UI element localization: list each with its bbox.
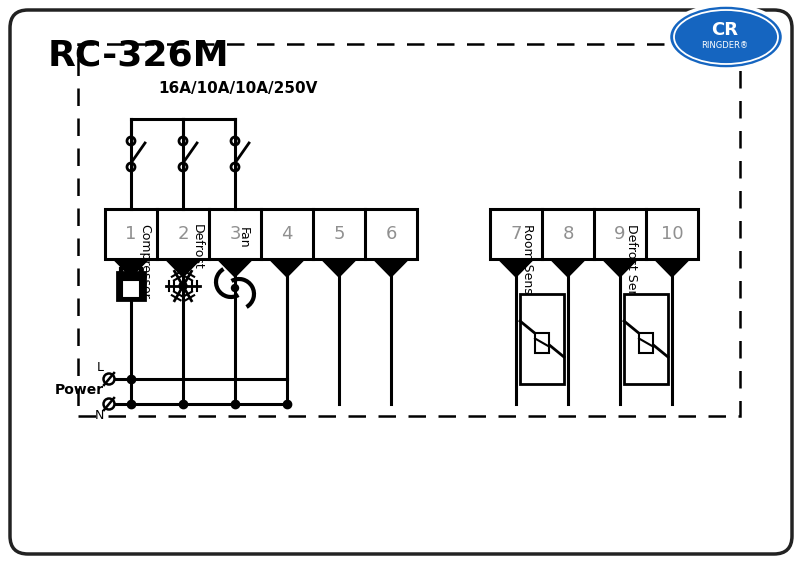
Bar xyxy=(122,280,140,298)
Polygon shape xyxy=(113,259,148,277)
Text: RC-326M: RC-326M xyxy=(48,39,229,73)
Bar xyxy=(624,294,668,384)
Text: Fan: Fan xyxy=(237,227,249,249)
Text: RINGDER®: RINGDER® xyxy=(702,41,748,50)
Bar xyxy=(520,294,564,384)
Text: 2: 2 xyxy=(177,225,188,243)
Text: Compressor: Compressor xyxy=(139,224,152,299)
Text: 8: 8 xyxy=(562,225,573,243)
Polygon shape xyxy=(550,259,585,277)
Polygon shape xyxy=(654,259,690,277)
Text: 7: 7 xyxy=(510,225,522,243)
Text: 3: 3 xyxy=(229,225,241,243)
Text: Defrost: Defrost xyxy=(191,224,204,270)
Polygon shape xyxy=(322,259,357,277)
Circle shape xyxy=(232,284,238,292)
Bar xyxy=(490,209,698,259)
Text: Defrost Sensor: Defrost Sensor xyxy=(626,224,638,316)
Text: N: N xyxy=(95,409,104,422)
Polygon shape xyxy=(217,259,253,277)
Polygon shape xyxy=(165,259,200,277)
FancyBboxPatch shape xyxy=(10,10,792,554)
Polygon shape xyxy=(269,259,305,277)
Polygon shape xyxy=(498,259,533,277)
Text: 9: 9 xyxy=(614,225,626,243)
Text: 10: 10 xyxy=(661,225,683,243)
Bar xyxy=(117,272,145,300)
Text: 5: 5 xyxy=(334,225,345,243)
Text: 4: 4 xyxy=(282,225,293,243)
Text: 1: 1 xyxy=(125,225,136,243)
Polygon shape xyxy=(373,259,409,277)
Bar xyxy=(105,209,417,259)
Text: 6: 6 xyxy=(385,225,397,243)
Bar xyxy=(535,333,549,352)
Polygon shape xyxy=(602,259,638,277)
Circle shape xyxy=(179,282,187,290)
Text: L: L xyxy=(97,361,104,374)
Text: Room Sensor: Room Sensor xyxy=(521,224,534,306)
Text: CR: CR xyxy=(711,21,739,39)
Text: Power: Power xyxy=(55,384,104,398)
Bar xyxy=(639,333,653,352)
Ellipse shape xyxy=(669,5,784,69)
Text: 16A/10A/10A/250V: 16A/10A/10A/250V xyxy=(158,82,318,96)
